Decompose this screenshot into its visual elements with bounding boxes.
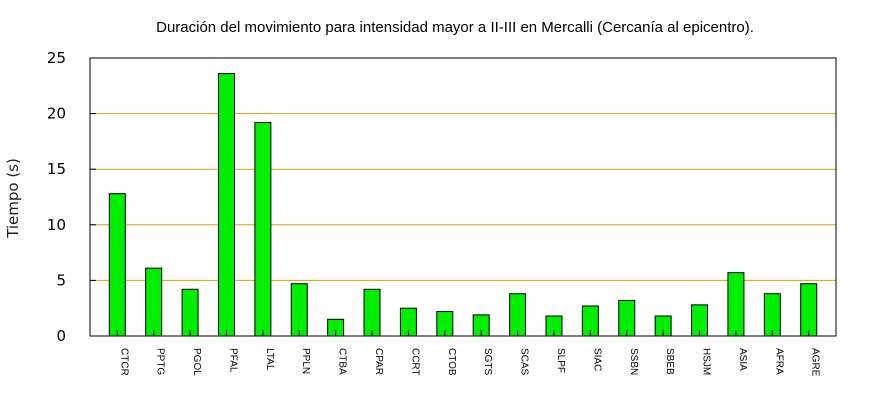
y-tick-label: 0 [56,327,66,345]
bar-ctcr [108,193,126,337]
bars [108,73,818,337]
grid-lines [90,113,836,281]
x-tick-label: SSBN [628,348,639,375]
y-axis-ticks: 0 5 10 15 20 25 [47,49,96,345]
x-tick-label: AFRA [773,348,784,375]
bar-ppln [290,283,308,337]
x-tick-label: PFAL [227,348,238,373]
x-tick-label: CTOB [446,348,457,376]
y-tick-label: 20 [47,105,66,123]
bar-scas [509,293,527,337]
x-tick-label: SBEB [664,348,675,375]
bar-pgol [181,288,199,337]
x-tick-label: CTCR [118,348,129,376]
x-tick-label: CTBA [337,348,348,375]
x-tick-label: ASIA [737,348,748,371]
x-tick-label: LTAL [264,348,275,371]
x-axis-ticks: CTCR PPTG PGOL PFAL LTAL PPLN CTBA CPAR CCRT CTOB… [116,330,821,377]
bar-pptg [145,267,163,337]
bar-pfal [217,73,235,337]
plot-frame [89,57,837,337]
x-tick-label: SGTS [482,348,493,376]
bar-cpar [363,288,381,337]
y-tick-label: 25 [47,49,66,67]
bar-agre [800,283,818,337]
bar-asia [727,272,745,337]
x-tick-label: CCRT [409,348,420,376]
x-tick-label: CPAR [373,348,384,375]
x-tick-label: PPLN [300,348,311,374]
x-tick-label: HSJM [701,348,712,375]
y-tick-label: 5 [56,271,66,289]
y-axis-label: Tiempo (s) [4,158,22,239]
x-tick-label: SIAC [591,348,602,371]
y-tick-label: 15 [47,160,66,178]
x-tick-label: SLPF [555,348,566,373]
chart-title: Duración del movimiento para intensidad … [156,19,754,36]
x-tick-label: AGRE [810,348,821,377]
x-tick-label: SCAS [519,348,530,376]
bar-ltal [254,121,272,337]
bar-afra [763,293,781,337]
x-tick-label: PGOL [191,348,202,376]
x-tick-label: PPTG [155,348,166,375]
y-tick-label: 10 [47,216,66,234]
